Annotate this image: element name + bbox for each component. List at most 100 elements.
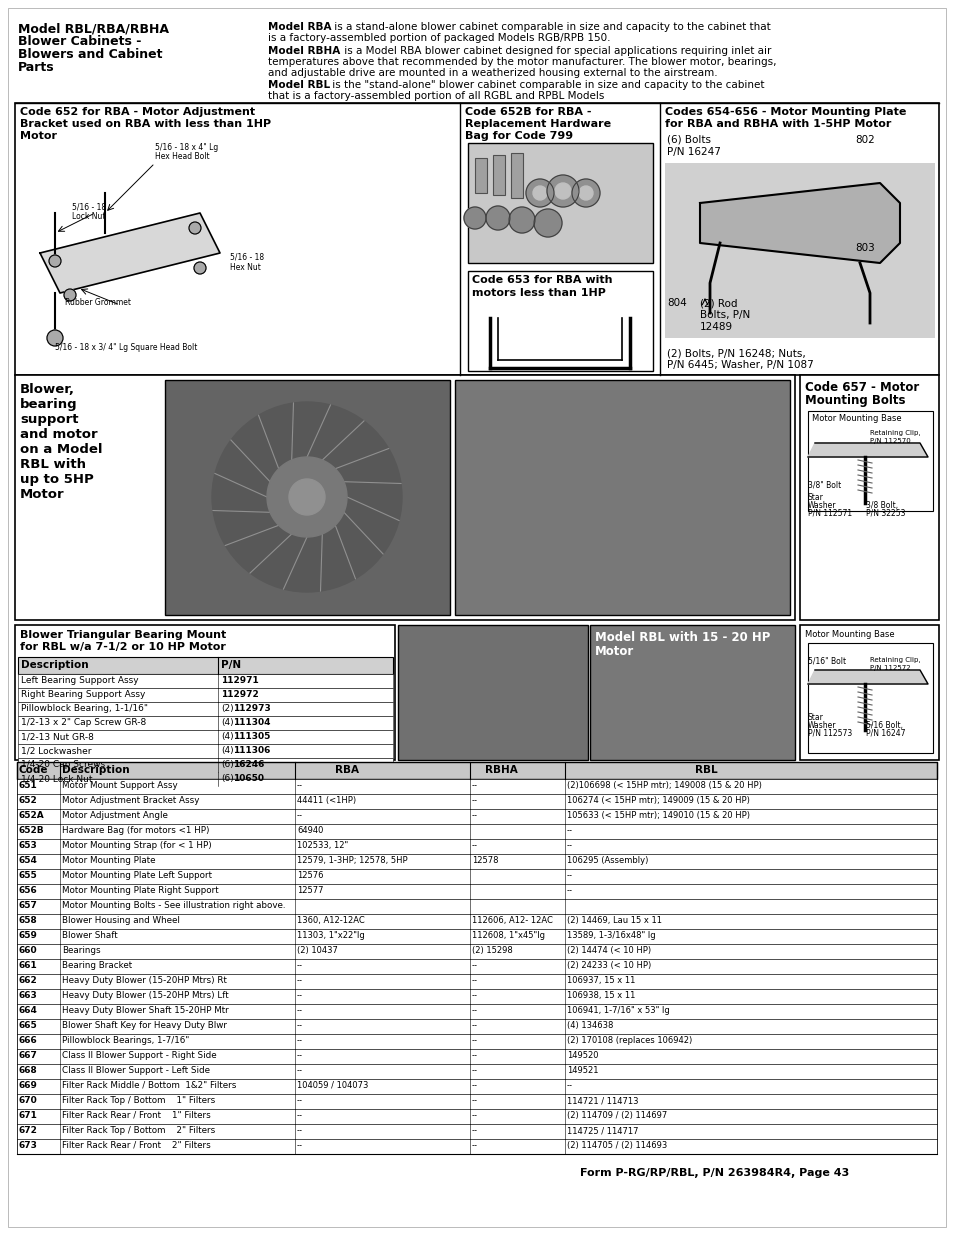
Text: (2) 15298: (2) 15298 bbox=[472, 946, 512, 955]
Text: 804: 804 bbox=[666, 298, 686, 308]
Text: Parts: Parts bbox=[18, 61, 54, 74]
Text: 13589, 1-3/16x48" lg: 13589, 1-3/16x48" lg bbox=[566, 931, 655, 940]
Text: --: -- bbox=[296, 811, 303, 820]
Text: 5/16 - 18: 5/16 - 18 bbox=[71, 203, 106, 212]
Text: Left Bearing Support Assy: Left Bearing Support Assy bbox=[21, 676, 138, 685]
Text: (2) 14474 (< 10 HP): (2) 14474 (< 10 HP) bbox=[566, 946, 651, 955]
Text: Filter Rack Middle / Bottom  1&2" Filters: Filter Rack Middle / Bottom 1&2" Filters bbox=[62, 1081, 236, 1091]
Text: --: -- bbox=[296, 1007, 303, 1015]
Circle shape bbox=[485, 206, 510, 230]
Text: Motor Mounting Base: Motor Mounting Base bbox=[811, 414, 901, 424]
Text: Star: Star bbox=[807, 493, 823, 501]
Text: Heavy Duty Blower Shaft 15-20HP Mtr: Heavy Duty Blower Shaft 15-20HP Mtr bbox=[62, 1007, 229, 1015]
Text: --: -- bbox=[472, 1051, 477, 1060]
Bar bbox=[17, 1049, 936, 1065]
Circle shape bbox=[509, 207, 535, 233]
Text: 670: 670 bbox=[19, 1095, 38, 1105]
Bar bbox=[468, 143, 652, 263]
Text: 664: 664 bbox=[19, 1007, 38, 1015]
Text: 803: 803 bbox=[854, 243, 874, 253]
Text: --: -- bbox=[472, 1112, 477, 1120]
Text: Right Bearing Support Assy: Right Bearing Support Assy bbox=[21, 690, 145, 699]
Text: 5/16 - 18 x 4" Lg: 5/16 - 18 x 4" Lg bbox=[154, 143, 218, 152]
Text: --: -- bbox=[296, 1036, 303, 1045]
Text: Code 652B for RBA -: Code 652B for RBA - bbox=[464, 107, 591, 117]
Text: up to 5HP: up to 5HP bbox=[20, 473, 93, 487]
Circle shape bbox=[534, 209, 561, 237]
Text: (2) 114709 / (2) 114697: (2) 114709 / (2) 114697 bbox=[566, 1112, 666, 1120]
Text: 5/16" Bolt: 5/16" Bolt bbox=[807, 657, 845, 666]
Text: --: -- bbox=[472, 1007, 477, 1015]
Text: Mounting Bolts: Mounting Bolts bbox=[804, 394, 904, 408]
Text: 12489: 12489 bbox=[700, 322, 732, 332]
Text: --: -- bbox=[472, 1081, 477, 1091]
Text: is the "stand-alone" blower cabinet comparable in size and capacity to the cabin: is the "stand-alone" blower cabinet comp… bbox=[329, 80, 763, 90]
Text: Blowers and Cabinet: Blowers and Cabinet bbox=[18, 48, 162, 61]
Text: (2)106698 (< 15HP mtr); 149008 (15 & 20 HP): (2)106698 (< 15HP mtr); 149008 (15 & 20 … bbox=[566, 781, 761, 790]
Circle shape bbox=[49, 254, 61, 267]
Bar bbox=[15, 103, 938, 375]
Bar bbox=[17, 974, 936, 989]
Circle shape bbox=[533, 186, 546, 200]
Bar bbox=[17, 899, 936, 914]
Bar bbox=[807, 411, 932, 511]
Text: (2) 10437: (2) 10437 bbox=[296, 946, 337, 955]
Text: and adjustable drive are mounted in a weatherized housing external to the airstr: and adjustable drive are mounted in a we… bbox=[268, 68, 717, 78]
Text: Bracket used on RBA with less than 1HP: Bracket used on RBA with less than 1HP bbox=[20, 119, 271, 128]
Text: 666: 666 bbox=[19, 1036, 38, 1045]
Bar bbox=[15, 375, 794, 620]
Text: 651: 651 bbox=[19, 781, 38, 790]
Text: --: -- bbox=[472, 841, 477, 850]
Text: Model RBL/RBA/RBHA: Model RBL/RBA/RBHA bbox=[18, 22, 169, 35]
Text: P/N 6445; Washer, P/N 1087: P/N 6445; Washer, P/N 1087 bbox=[666, 359, 813, 370]
Text: 64940: 64940 bbox=[296, 826, 323, 835]
Text: Motor Adjustment Bracket Assy: Motor Adjustment Bracket Assy bbox=[62, 797, 199, 805]
Circle shape bbox=[578, 186, 593, 200]
Bar bbox=[18, 772, 393, 785]
Bar bbox=[455, 380, 789, 615]
Text: P/N 112570: P/N 112570 bbox=[869, 438, 910, 445]
Circle shape bbox=[555, 183, 571, 199]
Text: --: -- bbox=[472, 811, 477, 820]
Text: (4): (4) bbox=[221, 718, 233, 727]
Text: Hardware Bag (for motors <1 HP): Hardware Bag (for motors <1 HP) bbox=[62, 826, 210, 835]
Bar bbox=[17, 929, 936, 944]
Text: 5/16 - 18 x 3/ 4" Lg Square Head Bolt: 5/16 - 18 x 3/ 4" Lg Square Head Bolt bbox=[55, 343, 197, 352]
Bar bbox=[807, 643, 932, 753]
Text: Model RBA: Model RBA bbox=[268, 22, 331, 32]
Text: Filter Rack Rear / Front    1" Filters: Filter Rack Rear / Front 1" Filters bbox=[62, 1112, 211, 1120]
Circle shape bbox=[463, 207, 485, 228]
Text: 5/16 - 18: 5/16 - 18 bbox=[230, 253, 264, 262]
Text: 652A: 652A bbox=[19, 811, 45, 820]
Text: RBA: RBA bbox=[335, 764, 358, 776]
Bar bbox=[18, 743, 393, 758]
Text: Bearing Bracket: Bearing Bracket bbox=[62, 961, 132, 969]
Bar bbox=[17, 794, 936, 809]
Text: --: -- bbox=[566, 885, 573, 895]
Text: 663: 663 bbox=[19, 990, 38, 1000]
Text: (6) Bolts: (6) Bolts bbox=[666, 135, 710, 144]
Text: P/N: P/N bbox=[221, 659, 241, 671]
Bar bbox=[18, 701, 393, 716]
Text: 658: 658 bbox=[19, 916, 38, 925]
Bar bbox=[17, 1109, 936, 1124]
Text: Hex Nut: Hex Nut bbox=[230, 263, 260, 272]
Bar bbox=[17, 839, 936, 853]
Text: P/N 112573: P/N 112573 bbox=[807, 729, 851, 739]
Text: Rubber Grommet: Rubber Grommet bbox=[65, 298, 131, 308]
Text: 112606, A12- 12AC: 112606, A12- 12AC bbox=[472, 916, 553, 925]
Text: 660: 660 bbox=[19, 946, 37, 955]
Text: 12576: 12576 bbox=[296, 871, 323, 881]
Text: --: -- bbox=[566, 826, 573, 835]
Text: P/N 16247: P/N 16247 bbox=[666, 147, 720, 157]
Text: 111305: 111305 bbox=[233, 732, 270, 741]
Text: 672: 672 bbox=[19, 1126, 38, 1135]
Text: --: -- bbox=[566, 841, 573, 850]
Text: --: -- bbox=[296, 1021, 303, 1030]
Text: 661: 661 bbox=[19, 961, 38, 969]
Bar bbox=[17, 1139, 936, 1153]
Text: 111306: 111306 bbox=[233, 746, 270, 755]
Text: Motor Adjustment Angle: Motor Adjustment Angle bbox=[62, 811, 168, 820]
Text: Motor Mount Support Assy: Motor Mount Support Assy bbox=[62, 781, 177, 790]
Text: Lock Nut: Lock Nut bbox=[71, 212, 106, 221]
